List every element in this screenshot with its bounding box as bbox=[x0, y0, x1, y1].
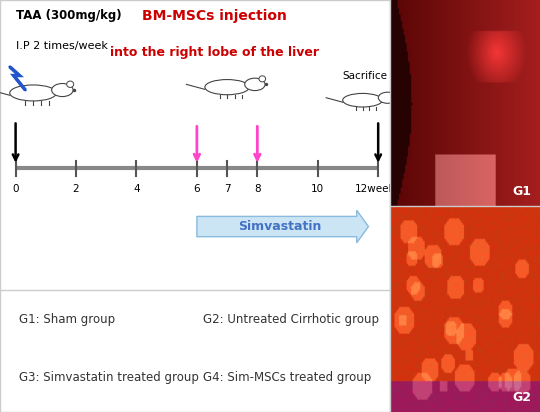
Text: into the right lobe of the liver: into the right lobe of the liver bbox=[110, 47, 319, 59]
Text: 7: 7 bbox=[224, 185, 231, 194]
Ellipse shape bbox=[379, 92, 396, 103]
Text: Sacrifice: Sacrifice bbox=[342, 71, 387, 81]
Text: 12weeks: 12weeks bbox=[355, 185, 401, 194]
Text: 2: 2 bbox=[73, 185, 79, 194]
Text: 4: 4 bbox=[133, 185, 140, 194]
Text: G1: G1 bbox=[512, 185, 531, 198]
FancyArrow shape bbox=[197, 210, 368, 243]
Ellipse shape bbox=[52, 84, 73, 96]
Text: G2: Untreated Cirrhotic group: G2: Untreated Cirrhotic group bbox=[202, 313, 379, 326]
Text: G3: Simvastatin treated group: G3: Simvastatin treated group bbox=[19, 372, 199, 384]
Text: 10: 10 bbox=[311, 185, 325, 194]
Ellipse shape bbox=[245, 78, 265, 91]
Text: G4: Sim-MSCs treated group: G4: Sim-MSCs treated group bbox=[202, 372, 371, 384]
Text: 6: 6 bbox=[193, 185, 200, 194]
Ellipse shape bbox=[10, 85, 57, 101]
Text: TAA (300mg/kg): TAA (300mg/kg) bbox=[16, 9, 121, 22]
Text: G1: Sham group: G1: Sham group bbox=[19, 313, 116, 326]
Ellipse shape bbox=[66, 81, 73, 87]
Ellipse shape bbox=[205, 80, 249, 95]
Text: Simvastatin: Simvastatin bbox=[238, 220, 321, 233]
Ellipse shape bbox=[259, 76, 266, 82]
Text: BM-MSCs injection: BM-MSCs injection bbox=[142, 9, 287, 23]
Text: 8: 8 bbox=[254, 185, 261, 194]
Text: I.P 2 times/week: I.P 2 times/week bbox=[16, 41, 107, 51]
Text: G2: G2 bbox=[512, 391, 531, 404]
Ellipse shape bbox=[343, 94, 382, 107]
Ellipse shape bbox=[391, 90, 397, 96]
Text: 0: 0 bbox=[12, 185, 19, 194]
